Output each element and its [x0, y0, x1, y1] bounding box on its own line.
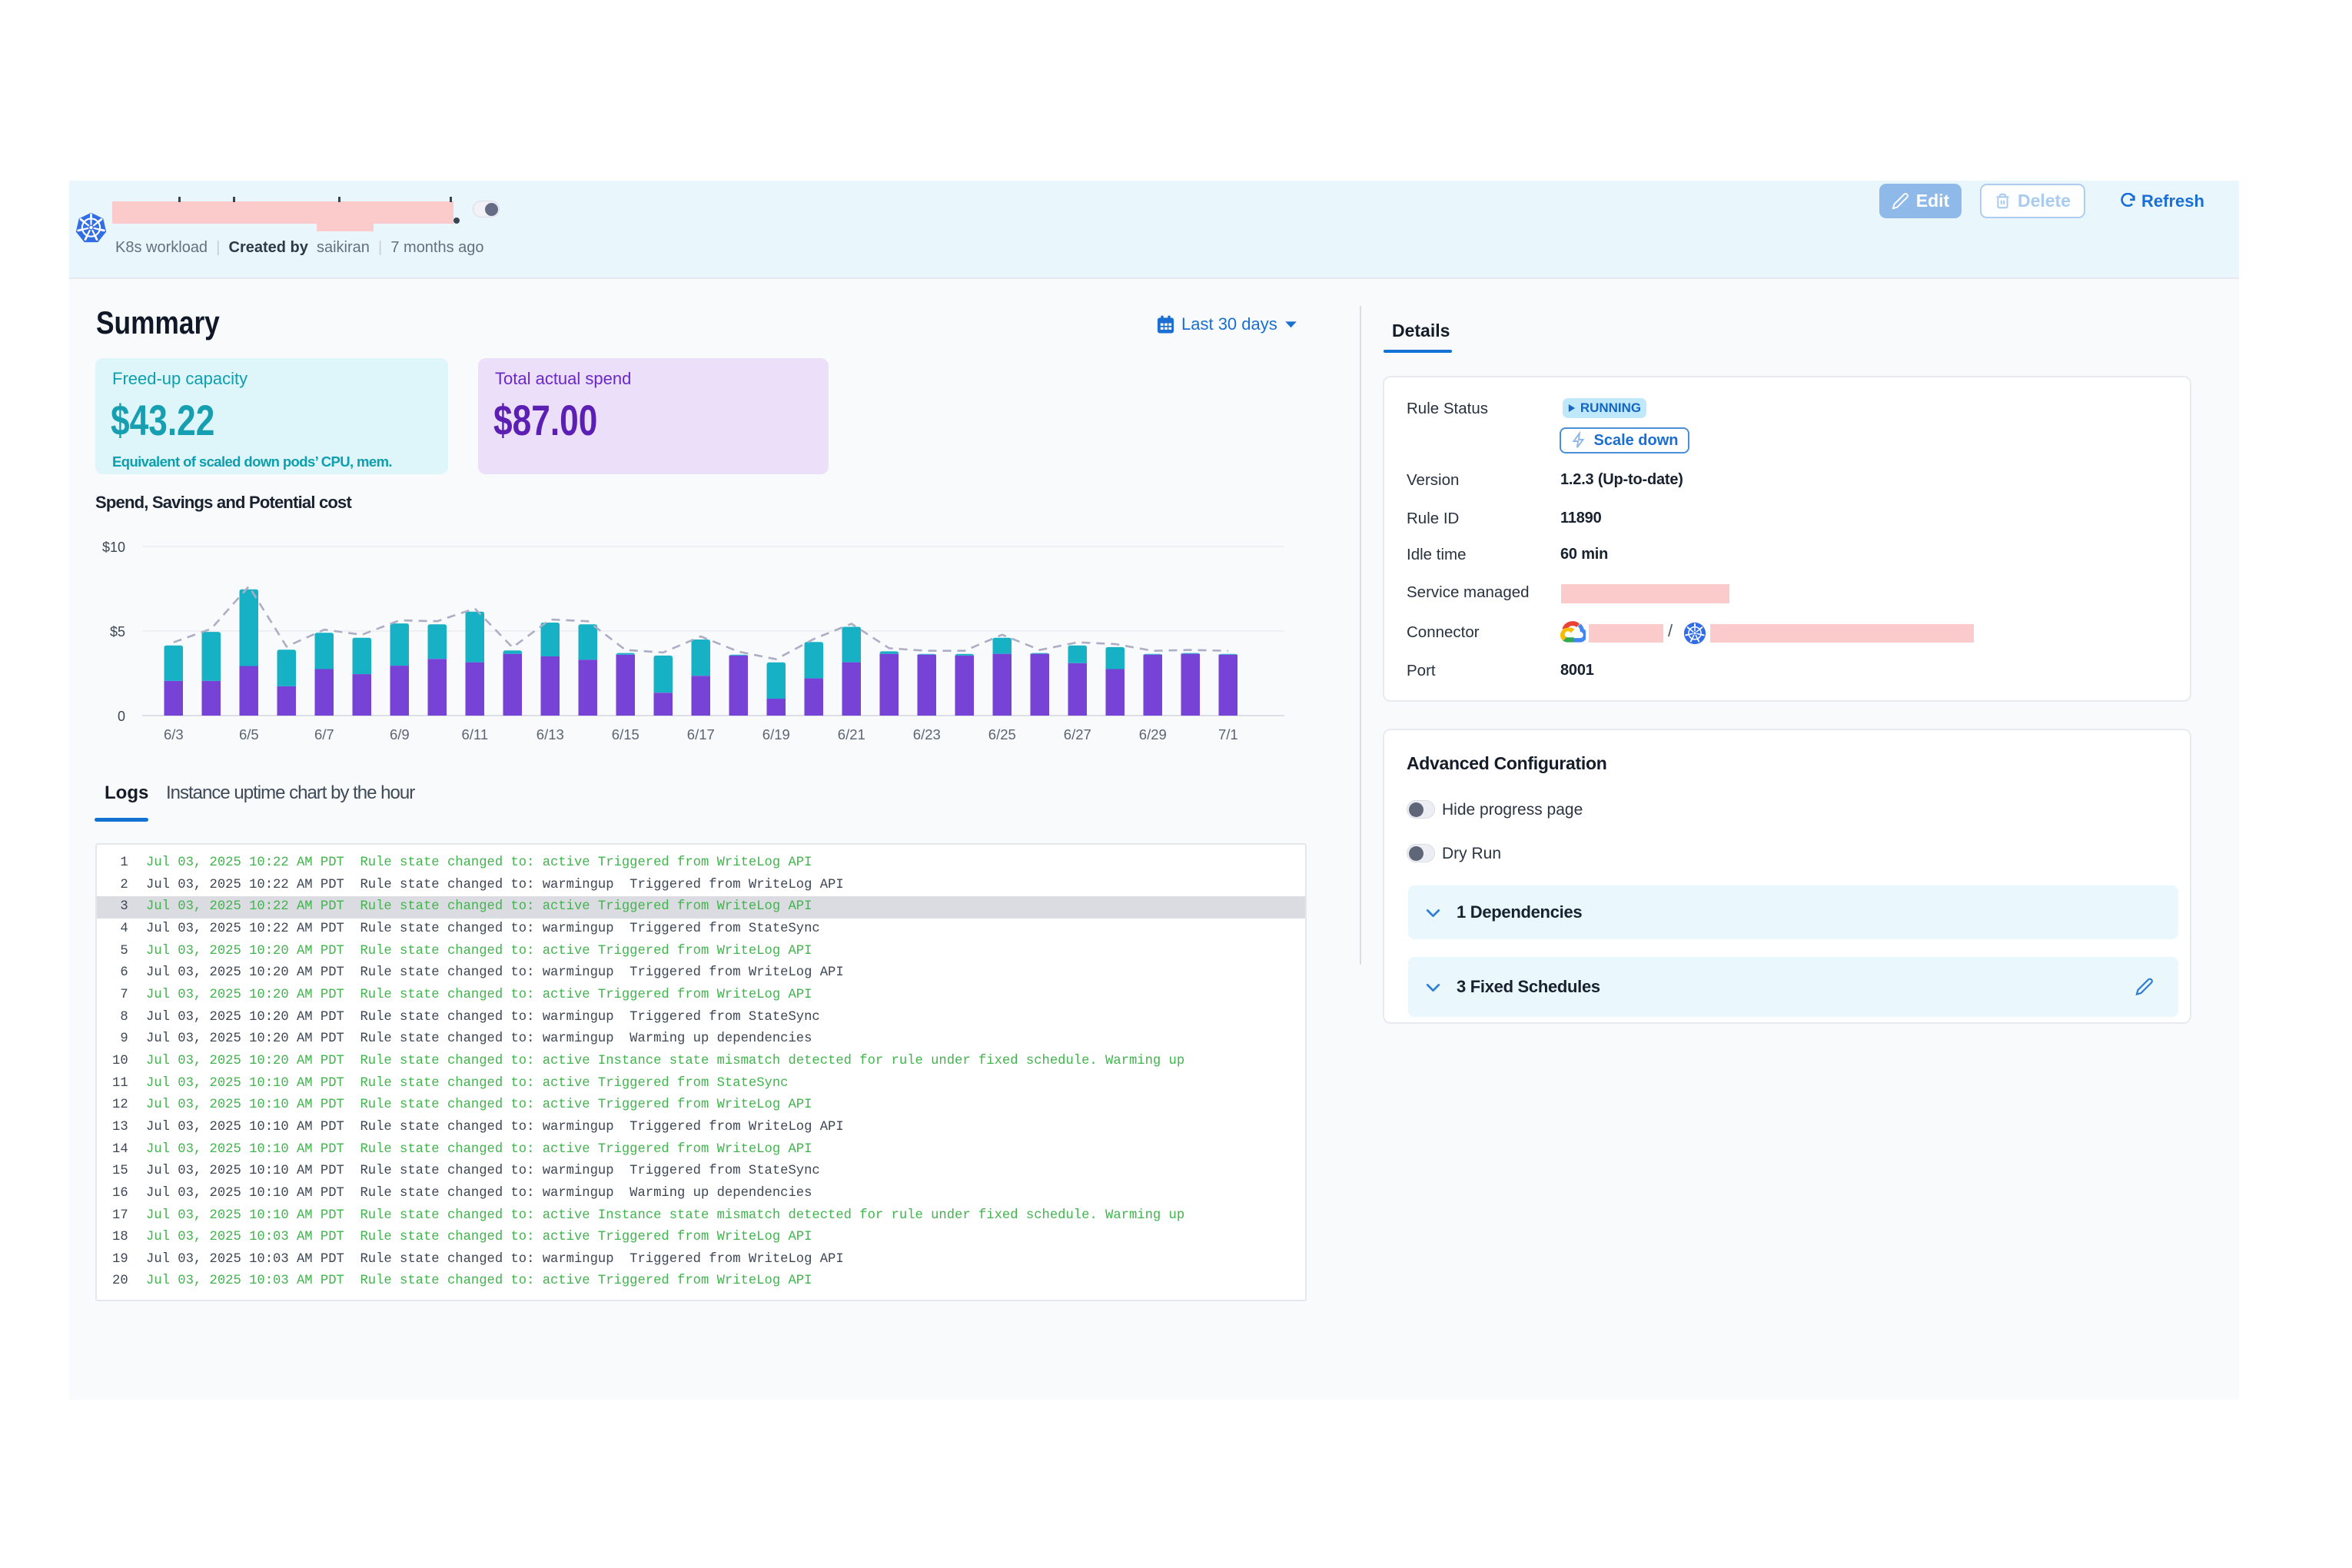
svg-text:6/29: 6/29 [1139, 726, 1167, 742]
svg-text:$10: $10 [102, 540, 125, 555]
svg-text:7/1: 7/1 [1218, 726, 1238, 742]
svg-text:6/17: 6/17 [687, 726, 715, 742]
svg-text:6/25: 6/25 [988, 726, 1016, 742]
svg-text:6/9: 6/9 [390, 726, 410, 742]
svg-text:6/5: 6/5 [239, 726, 259, 742]
svg-text:6/27: 6/27 [1064, 726, 1091, 742]
svg-text:6/7: 6/7 [314, 726, 334, 742]
svg-text:$5: $5 [110, 624, 125, 639]
svg-text:6/23: 6/23 [913, 726, 941, 742]
svg-text:0: 0 [118, 709, 125, 724]
svg-text:6/11: 6/11 [461, 726, 488, 742]
svg-text:6/19: 6/19 [762, 726, 790, 742]
svg-text:6/3: 6/3 [164, 726, 184, 742]
svg-text:6/21: 6/21 [838, 726, 865, 742]
svg-text:6/15: 6/15 [612, 726, 639, 742]
svg-text:6/13: 6/13 [537, 726, 564, 742]
